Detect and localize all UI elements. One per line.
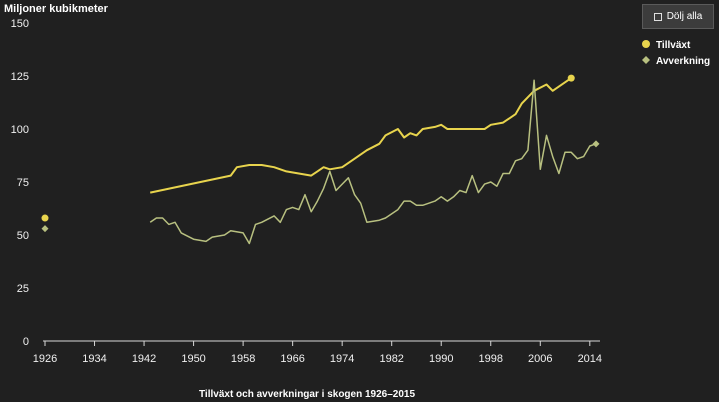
diamond-marker-icon — [642, 56, 650, 64]
y-tick-label: 75 — [17, 177, 29, 189]
legend-label: Tillväxt — [656, 40, 691, 51]
y-tick-label: 50 — [17, 230, 29, 242]
y-tick-label: 125 — [11, 71, 29, 83]
legend: Tillväxt Avverkning — [642, 40, 710, 67]
chart-title: Tillväxt och avverkningar i skogen 1926–… — [199, 389, 415, 400]
x-tick-label: 1974 — [330, 353, 354, 365]
x-axis: 1926 1934 1942 1950 1958 1966 1974 1982 1990 1998… — [33, 340, 602, 365]
x-tick-label: 1950 — [181, 353, 205, 365]
circle-marker-icon — [642, 40, 650, 48]
data-point-avverkning[interactable] — [41, 225, 49, 233]
y-axis: 0 25 50 75 100 125 150 — [11, 18, 29, 348]
data-point-tillväxt[interactable] — [41, 214, 49, 222]
legend-item-tillväxt[interactable]: Tillväxt — [642, 40, 691, 51]
hide-all-label: Dölj alla — [666, 11, 703, 22]
y-tick-label: 0 — [23, 336, 29, 348]
data-point-avverkning[interactable] — [592, 140, 600, 148]
data-point-tillväxt[interactable] — [567, 74, 575, 82]
y-tick-label: 100 — [11, 124, 29, 136]
y-tick-label: 25 — [17, 283, 29, 295]
plot-area — [41, 74, 600, 245]
x-tick-label: 1966 — [280, 353, 304, 365]
x-tick-label: 1926 — [33, 353, 57, 365]
y-tick-label: 150 — [11, 18, 29, 30]
x-tick-label: 1998 — [479, 353, 503, 365]
x-tick-label: 2014 — [578, 353, 602, 365]
x-tick-label: 1942 — [132, 353, 156, 365]
checkbox-icon — [653, 12, 662, 21]
hide-all-button[interactable]: Dölj alla — [642, 4, 714, 29]
x-tick-label: 1958 — [231, 353, 255, 365]
x-tick-label: 1990 — [429, 353, 453, 365]
x-tick-label: 2006 — [528, 353, 552, 365]
series-line-avverkning — [149, 79, 597, 245]
legend-item-avverkning[interactable]: Avverkning — [642, 56, 710, 67]
series-line-tillväxt — [149, 77, 572, 194]
x-tick-label: 1982 — [379, 353, 403, 365]
y-axis-title: Miljoner kubikmeter — [4, 3, 109, 15]
x-tick-label: 1934 — [82, 353, 106, 365]
legend-label: Avverkning — [656, 56, 710, 67]
